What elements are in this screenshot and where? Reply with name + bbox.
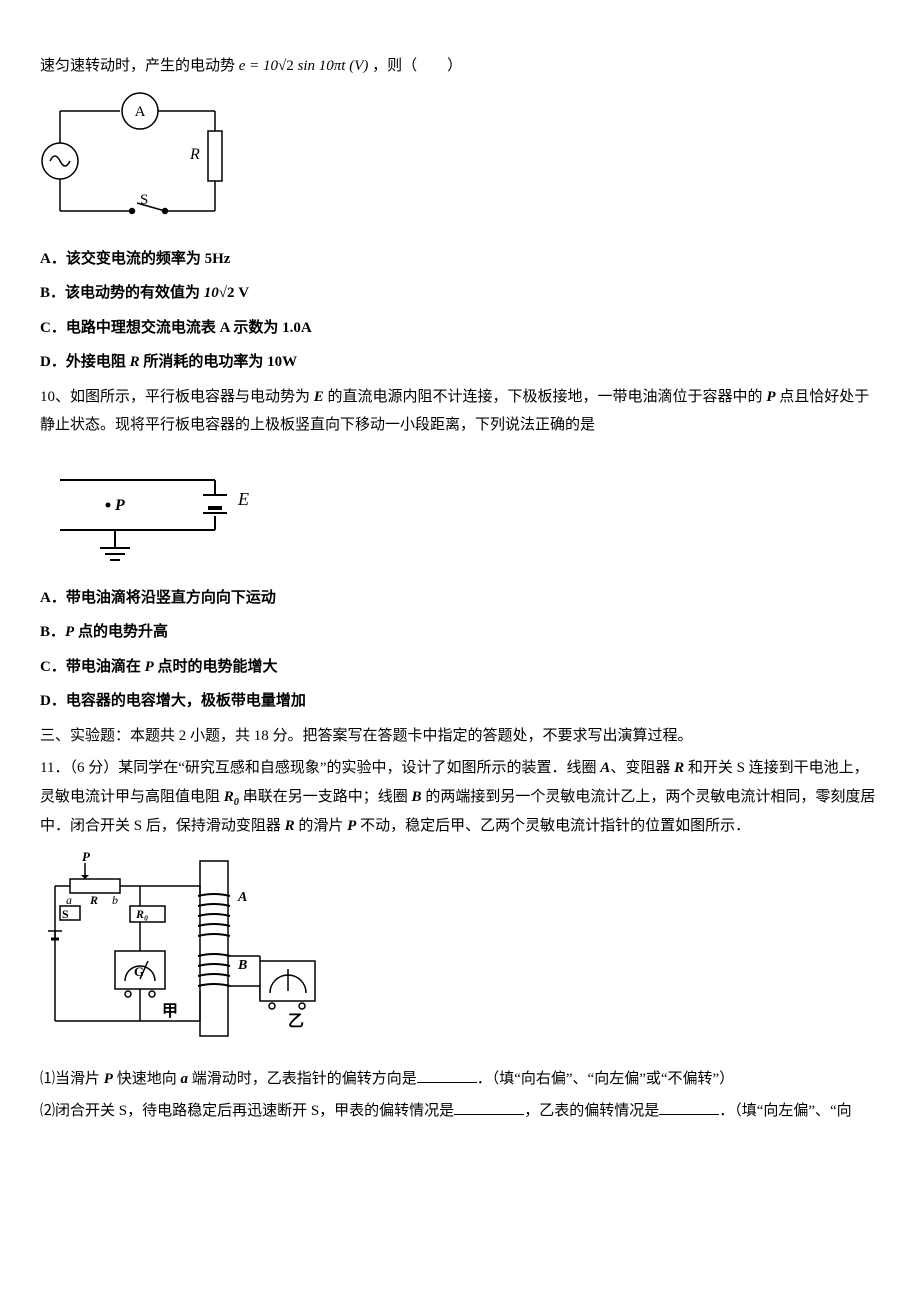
blank-1 — [417, 1068, 477, 1083]
q10-diagram: P E — [40, 450, 880, 570]
q11-sub2: ⑵闭合开关 S，待电路稳定后再迅速断开 S，甲表的偏转情况是，乙表的偏转情况是．… — [40, 1097, 880, 1126]
q9-circuit: A R S — [40, 91, 880, 231]
q9-intro: 速匀速转动时，产生的电动势 e = 10√2 sin 10πt (V) ，则（ … — [40, 52, 880, 81]
blank-2 — [454, 1100, 524, 1115]
q11-b-term: b — [112, 893, 118, 907]
q9-formula: e = 10√2 sin 10πt (V) — [239, 58, 372, 74]
ammeter-label: A — [135, 104, 146, 120]
q11-coilB: B — [237, 958, 247, 973]
q10-choice-d: D．电容器的电容增大，极板带电量增加 — [40, 687, 880, 716]
q11-a-term: a — [66, 893, 72, 907]
q11-p: P — [82, 851, 91, 864]
q11-jia: 甲 — [162, 1002, 178, 1020]
q9-choice-d: D．外接电阻 R 所消耗的电功率为 10W — [40, 348, 880, 377]
q11-R: R — [89, 893, 98, 907]
q10-choice-c: C．带电油滴在 P 点时的电势能增大 — [40, 653, 880, 682]
q11-text: 11．（6 分）某同学在“研究互感和自感现象”的实验中，设计了如图所示的装置．线… — [40, 754, 880, 841]
q10-p-label: P — [114, 497, 125, 514]
q9-choice-c: C．电路中理想交流电流表 A 示数为 1.0A — [40, 314, 880, 343]
q11-diagram: P a R b S R₀ G 甲 乙 A B — [40, 851, 880, 1051]
q11-yi: 乙 — [288, 1013, 304, 1030]
q11-coilA: A — [237, 890, 247, 905]
q11-sub1: ⑴当滑片 P 快速地向 a 端滑动时，乙表指针的偏转方向是．（填“向右偏”、“向… — [40, 1065, 880, 1094]
q9-intro-pre: 速匀速转动时，产生的电动势 — [40, 58, 239, 74]
q9-choice-b: B．该电动势的有效值为 10√2 V — [40, 279, 880, 308]
resistor-label: R — [189, 146, 200, 163]
q9-intro-tail: ，则（ ） — [372, 58, 462, 74]
q11-R0: R₀ — [135, 907, 148, 921]
q11-G: G — [134, 964, 144, 979]
q11-S: S — [62, 907, 69, 921]
switch-label: S — [140, 192, 148, 208]
q10-choice-a: A．带电油滴将沿竖直方向向下运动 — [40, 584, 880, 613]
q10-choice-b: B．P 点的电势升高 — [40, 618, 880, 647]
q9-choice-a: A．该交变电流的频率为 5Hz — [40, 245, 880, 274]
section3-header: 三、实验题：本题共 2 小题，共 18 分。把答案写在答题卡中指定的答题处，不要… — [40, 722, 880, 751]
q10-e-label: E — [237, 489, 249, 509]
q10-text: 10、如图所示，平行板电容器与电动势为 E 的直流电源内阻不计连接，下极板接地，… — [40, 383, 880, 440]
blank-3 — [659, 1100, 719, 1115]
